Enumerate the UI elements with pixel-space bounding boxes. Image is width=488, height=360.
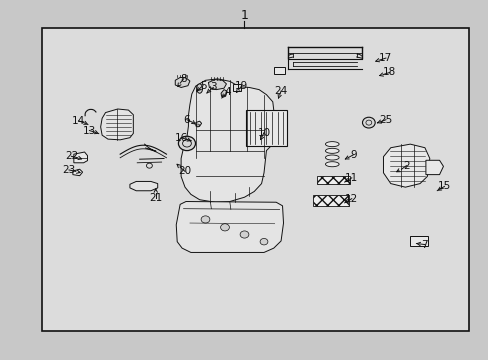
Text: 18: 18 (383, 67, 396, 77)
Ellipse shape (260, 238, 267, 245)
Polygon shape (181, 79, 277, 202)
Text: 10: 10 (257, 128, 270, 138)
Text: 19: 19 (234, 81, 248, 91)
Text: 15: 15 (437, 181, 450, 192)
Polygon shape (175, 77, 189, 87)
Text: 7: 7 (421, 239, 427, 249)
Text: 16: 16 (174, 133, 187, 143)
Text: 25: 25 (379, 115, 392, 125)
Text: 24: 24 (274, 86, 287, 96)
Bar (245, 111, 286, 146)
Text: 11: 11 (345, 173, 358, 183)
Ellipse shape (325, 141, 338, 147)
Ellipse shape (240, 231, 248, 238)
Bar (42, 28, 468, 330)
Text: 3: 3 (209, 82, 216, 93)
Polygon shape (383, 144, 429, 187)
Ellipse shape (325, 155, 338, 160)
Text: 5: 5 (199, 81, 206, 91)
Text: 17: 17 (379, 53, 392, 63)
Polygon shape (101, 109, 133, 140)
Text: 4: 4 (224, 87, 230, 97)
Bar (316, 176, 349, 184)
Polygon shape (130, 181, 158, 191)
Ellipse shape (178, 136, 195, 150)
Text: 20: 20 (178, 166, 191, 176)
Bar (409, 236, 427, 246)
Text: 6: 6 (183, 115, 190, 125)
Ellipse shape (362, 117, 374, 128)
Text: 23: 23 (62, 165, 76, 175)
Text: 13: 13 (82, 126, 96, 135)
Text: 1: 1 (240, 9, 248, 22)
Polygon shape (425, 160, 443, 175)
Bar (232, 84, 240, 91)
Text: 22: 22 (64, 151, 78, 161)
Text: 14: 14 (72, 116, 85, 126)
Ellipse shape (220, 224, 229, 231)
Ellipse shape (325, 148, 338, 153)
Ellipse shape (325, 162, 338, 167)
Polygon shape (208, 80, 226, 90)
Polygon shape (221, 90, 226, 96)
Text: 9: 9 (349, 150, 356, 160)
Polygon shape (176, 202, 283, 252)
Text: 2: 2 (402, 161, 409, 171)
Polygon shape (195, 121, 201, 126)
Polygon shape (73, 169, 82, 176)
Polygon shape (74, 152, 87, 163)
Bar (274, 67, 285, 74)
Ellipse shape (201, 216, 209, 223)
Ellipse shape (196, 84, 202, 93)
Bar (312, 195, 348, 206)
Text: 21: 21 (149, 193, 162, 203)
Text: 8: 8 (180, 74, 186, 84)
Text: 12: 12 (345, 194, 358, 204)
